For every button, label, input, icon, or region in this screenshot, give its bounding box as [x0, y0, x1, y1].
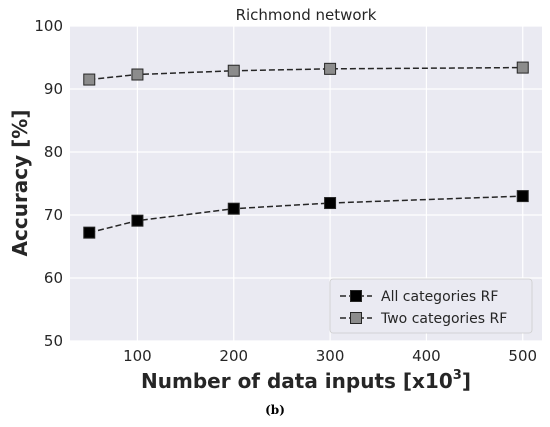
- series-markers: [83, 61, 529, 239]
- chart-title: Richmond network: [236, 6, 377, 24]
- legend-box: [329, 278, 533, 334]
- y-tick-label: 70: [44, 206, 63, 224]
- y-tick-label: 100: [34, 17, 63, 35]
- x-axis-label: Number of data inputs [x103]: [141, 368, 471, 393]
- legend-marker-2: [350, 312, 362, 324]
- y-tick-label: 90: [44, 80, 63, 98]
- data-point-series-2: [227, 64, 240, 77]
- y-tick-label: 60: [44, 269, 63, 287]
- data-point-series-2: [131, 68, 144, 81]
- x-axis-label-superscript: 3: [453, 368, 462, 383]
- x-tick-label: 400: [412, 347, 441, 365]
- x-tick-labels: 100 200 300 400 500: [123, 347, 537, 365]
- data-point-series-1: [516, 190, 529, 203]
- x-tick-label: 300: [316, 347, 345, 365]
- x-tick-label: 200: [219, 347, 248, 365]
- y-axis-label: Accuracy [%]: [8, 110, 32, 257]
- data-point-series-1: [227, 202, 240, 215]
- x-axis-label-main: Number of data inputs [x10: [141, 369, 453, 393]
- x-tick-label: 100: [123, 347, 152, 365]
- legend-label-2: Two categories RF: [380, 311, 507, 327]
- y-tick-label: 50: [44, 332, 63, 350]
- y-tick-labels: 50 60 70 80 90 100: [34, 17, 63, 350]
- data-point-series-2: [324, 62, 337, 75]
- legend-marker-1: [350, 290, 362, 302]
- data-point-series-1: [324, 197, 337, 210]
- figure-caption: (b): [265, 403, 285, 417]
- legend: All categories RF Two categories RF: [329, 278, 533, 334]
- legend-label-1: All categories RF: [381, 289, 498, 305]
- y-tick-label: 80: [44, 143, 63, 161]
- x-tick-label: 500: [508, 347, 537, 365]
- x-axis-label-suffix: ]: [462, 369, 471, 393]
- data-point-series-1: [83, 226, 96, 239]
- data-point-series-2: [516, 61, 529, 74]
- data-point-series-1: [131, 214, 144, 227]
- data-point-series-2: [83, 73, 96, 86]
